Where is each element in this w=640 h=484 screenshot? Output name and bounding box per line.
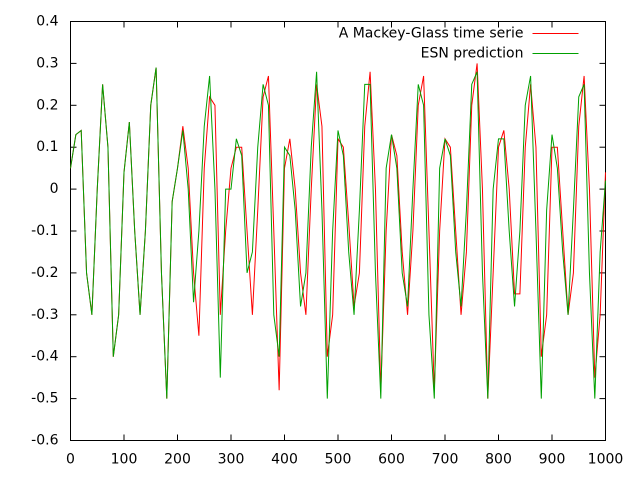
x-tick-label: 200 bbox=[164, 452, 191, 468]
y-tick-label: -0.5 bbox=[31, 391, 58, 407]
series-line bbox=[70, 67, 606, 399]
y-tick-label: 0.2 bbox=[36, 97, 58, 113]
y-tick-label: 0.4 bbox=[36, 14, 58, 30]
x-tick-label: 600 bbox=[378, 452, 405, 468]
y-tick-label: 0 bbox=[50, 181, 59, 197]
legend-label: A Mackey-Glass time serie bbox=[339, 26, 524, 42]
x-tick-label: 800 bbox=[485, 452, 512, 468]
x-tick-label: 0 bbox=[66, 452, 75, 468]
y-tick-label: -0.6 bbox=[31, 433, 58, 449]
x-tick-label: 500 bbox=[325, 452, 352, 468]
x-tick-label: 100 bbox=[111, 452, 138, 468]
x-tick-label: 400 bbox=[271, 452, 298, 468]
legend-label: ESN prediction bbox=[421, 46, 524, 62]
plot-frame bbox=[70, 21, 606, 441]
y-tick-label: 0.3 bbox=[36, 55, 58, 71]
y-tick-label: -0.3 bbox=[31, 307, 58, 323]
x-tick-label: 900 bbox=[539, 452, 566, 468]
x-tick-label: 300 bbox=[218, 452, 245, 468]
y-tick-label: 0.1 bbox=[36, 139, 58, 155]
y-tick-label: -0.4 bbox=[31, 349, 58, 365]
x-tick-label: 1000 bbox=[588, 452, 624, 468]
x-tick-label: 700 bbox=[432, 452, 459, 468]
y-tick-label: -0.1 bbox=[31, 223, 58, 239]
y-tick-label: -0.2 bbox=[31, 265, 58, 281]
